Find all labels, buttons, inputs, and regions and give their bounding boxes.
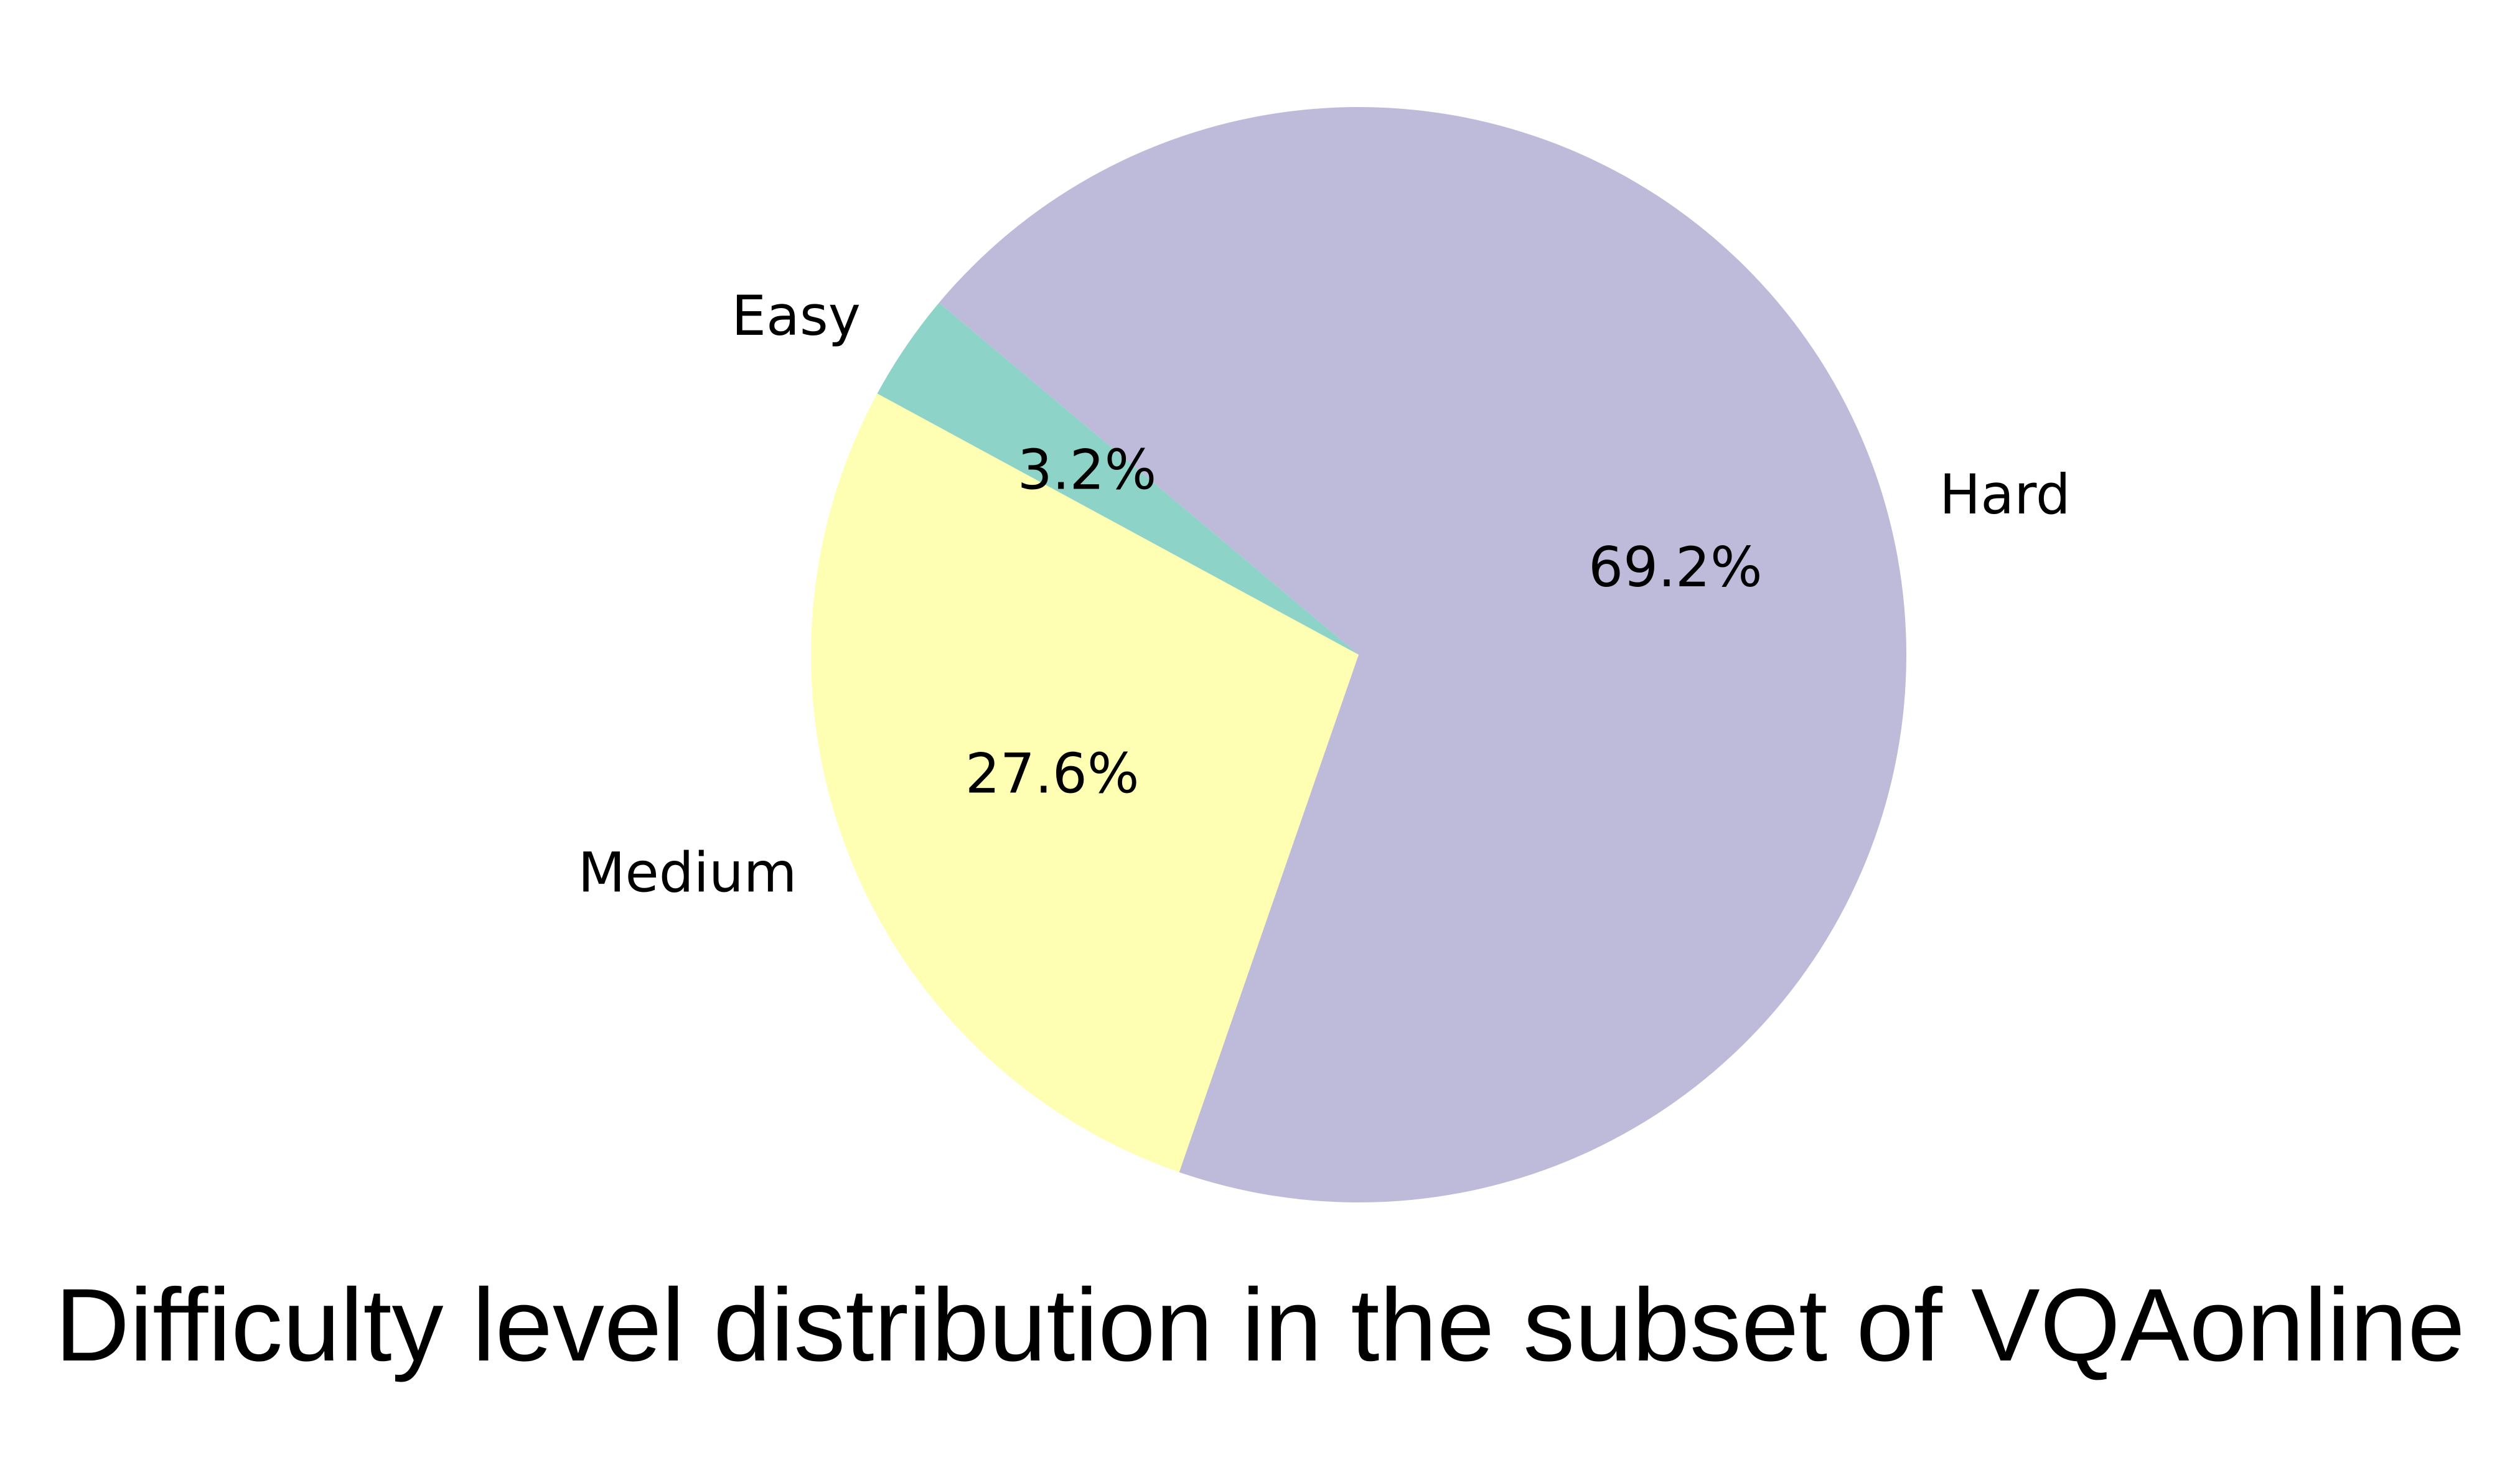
pie-category-label-easy: Easy bbox=[731, 284, 860, 348]
pie-slice-easy bbox=[877, 302, 1359, 655]
chart-title: Difficulty level distribution in the sub… bbox=[55, 1268, 2465, 1383]
pie-pct-label-hard: 69.2% bbox=[1588, 535, 1763, 599]
pie-slice-hard bbox=[939, 106, 1907, 1202]
pie-pct-label-easy: 3.2% bbox=[1018, 438, 1157, 502]
pie-slice-medium bbox=[810, 393, 1359, 1173]
pie-category-label-hard: Hard bbox=[1939, 462, 2071, 527]
pie-slices bbox=[810, 106, 1907, 1202]
pie-category-label-medium: Medium bbox=[578, 841, 797, 905]
pie-labels: 3.2% Easy 27.6% Medium 69.2% Hard bbox=[578, 284, 2071, 905]
pie-pct-label-medium: 27.6% bbox=[965, 741, 1140, 805]
